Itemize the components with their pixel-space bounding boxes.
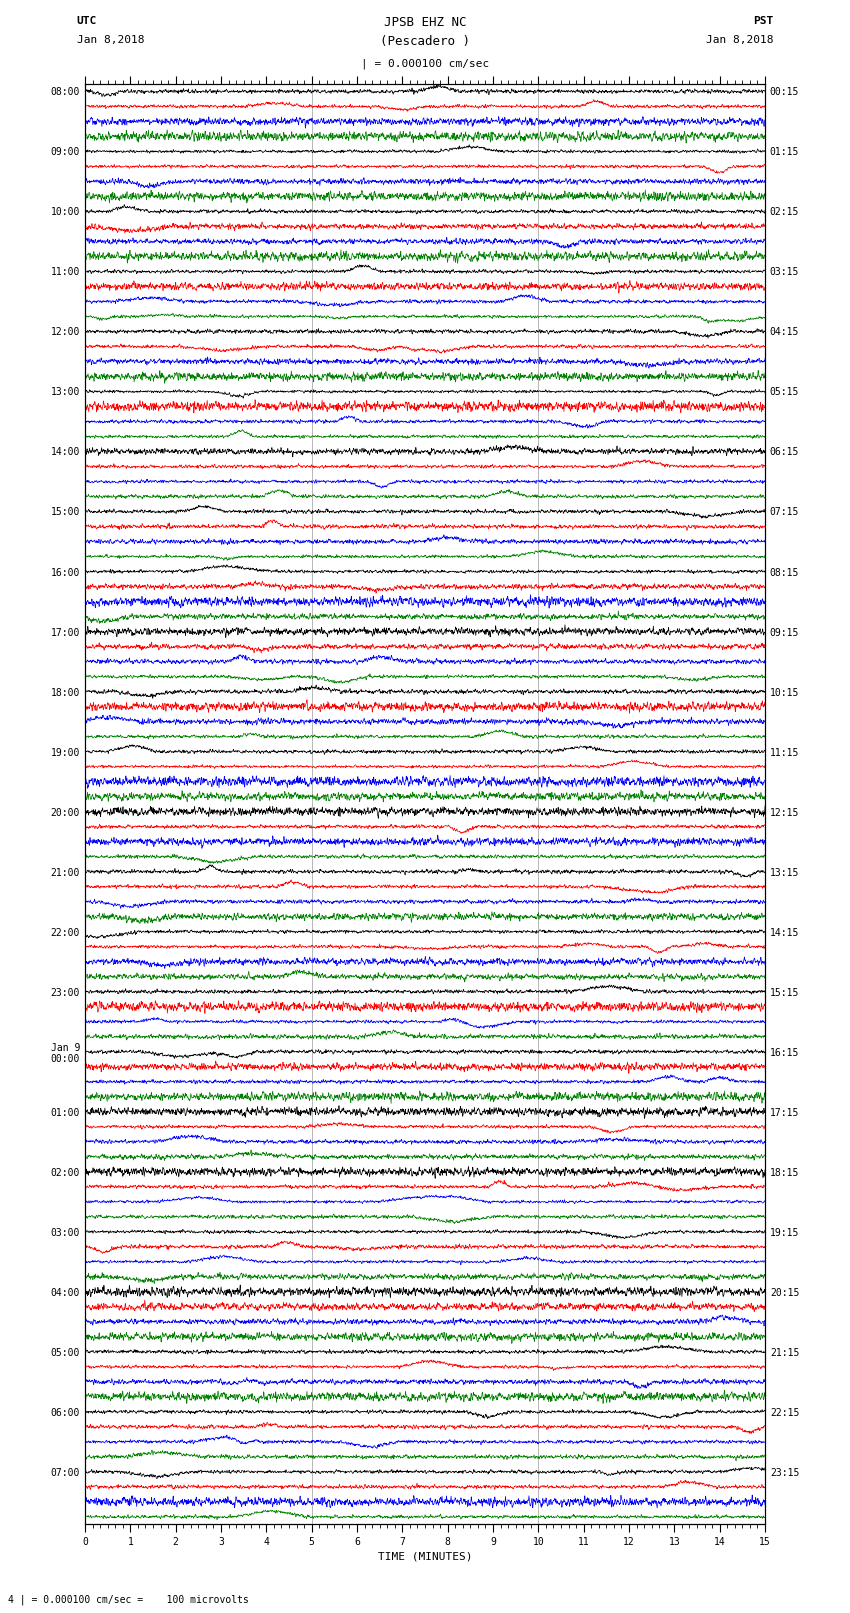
Text: PST: PST: [753, 16, 774, 26]
Text: JPSB EHZ NC: JPSB EHZ NC: [383, 16, 467, 29]
Text: Jan 8,2018: Jan 8,2018: [706, 35, 774, 45]
Text: (Pescadero ): (Pescadero ): [380, 35, 470, 48]
Text: | = 0.000100 cm/sec: | = 0.000100 cm/sec: [361, 58, 489, 69]
Text: 4 | = 0.000100 cm/sec =    100 microvolts: 4 | = 0.000100 cm/sec = 100 microvolts: [8, 1594, 249, 1605]
Text: UTC: UTC: [76, 16, 97, 26]
Text: Jan 8,2018: Jan 8,2018: [76, 35, 144, 45]
X-axis label: TIME (MINUTES): TIME (MINUTES): [377, 1552, 473, 1561]
